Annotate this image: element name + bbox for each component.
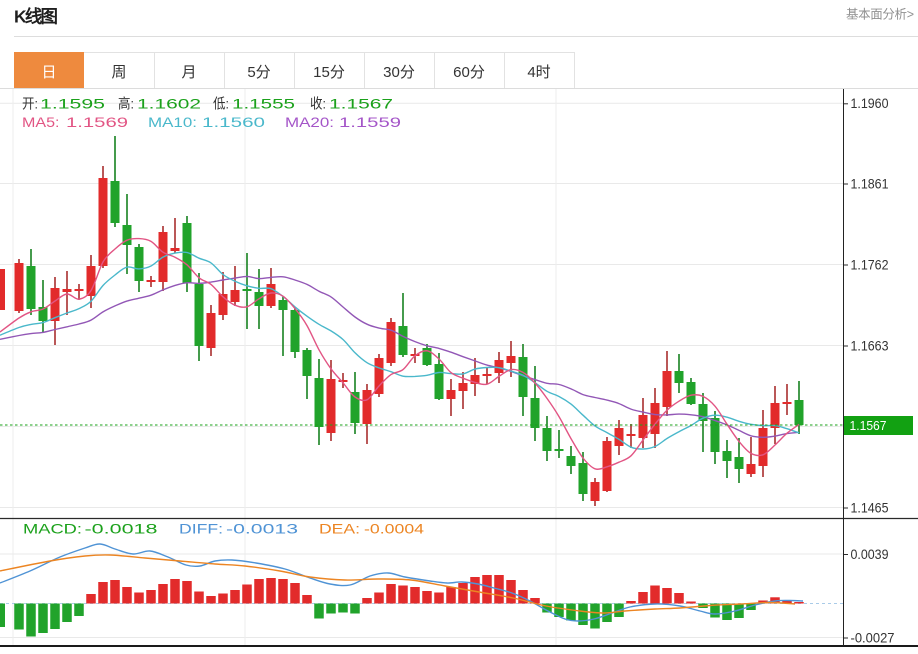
svg-text:MA10:: MA10:: [148, 114, 197, 130]
svg-text:-0.0013: -0.0013: [226, 521, 298, 537]
svg-text:DEA:: DEA:: [319, 521, 360, 537]
svg-text:周: 周: [111, 64, 126, 81]
svg-text:-0.0018: -0.0018: [85, 521, 158, 537]
svg-text:-0.0027: -0.0027: [851, 630, 895, 645]
svg-text:1.1567: 1.1567: [850, 418, 887, 433]
svg-text:基本面分析>: 基本面分析>: [846, 8, 914, 22]
svg-text:MA5:: MA5:: [22, 114, 60, 130]
svg-text:低:: 低:: [213, 96, 229, 112]
svg-text:1.1559: 1.1559: [339, 114, 401, 130]
svg-text:1.1560: 1.1560: [202, 114, 265, 130]
svg-text:1.1569: 1.1569: [66, 114, 128, 130]
svg-text:0.0039: 0.0039: [851, 547, 889, 562]
svg-text:K线图: K线图: [14, 7, 58, 27]
svg-text:4时: 4时: [527, 64, 550, 81]
svg-text:5分: 5分: [247, 64, 270, 81]
svg-text:开:: 开:: [22, 96, 38, 112]
svg-text:MACD:: MACD:: [23, 521, 82, 537]
svg-text:1.1762: 1.1762: [851, 257, 889, 272]
svg-text:1.1861: 1.1861: [851, 176, 889, 191]
svg-text:30分: 30分: [383, 64, 415, 81]
svg-text:MA20:: MA20:: [285, 114, 334, 130]
svg-text:1.1663: 1.1663: [851, 338, 889, 353]
svg-text:60分: 60分: [453, 64, 485, 81]
svg-text:1.1602: 1.1602: [137, 96, 201, 112]
svg-text:1.1465: 1.1465: [851, 500, 889, 515]
svg-text:1.1567: 1.1567: [329, 96, 393, 112]
svg-text:高:: 高:: [118, 96, 134, 112]
svg-text:月: 月: [181, 64, 196, 81]
svg-text:日: 日: [41, 64, 56, 81]
svg-text:1.1595: 1.1595: [40, 96, 105, 112]
svg-text:1.1960: 1.1960: [851, 96, 889, 111]
svg-text:DIFF:: DIFF:: [179, 521, 223, 537]
svg-text:1.1555: 1.1555: [232, 96, 295, 112]
svg-text:-0.0004: -0.0004: [364, 521, 424, 537]
svg-text:15分: 15分: [313, 64, 345, 81]
svg-text:收:: 收:: [310, 96, 326, 112]
